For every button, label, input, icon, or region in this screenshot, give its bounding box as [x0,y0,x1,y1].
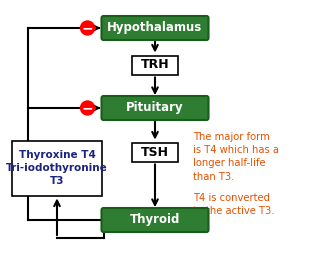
FancyBboxPatch shape [101,208,208,232]
Bar [132,55,178,75]
Text: Hypothalamus: Hypothalamus [107,21,202,35]
Text: Thyroxine T4: Thyroxine T4 [18,150,95,160]
Circle shape [80,101,95,115]
Text: Tri-iodothyronine: Tri-iodothyronine [6,163,108,173]
Text: TSH: TSH [141,146,169,158]
Text: Thyroid: Thyroid [130,214,180,227]
Text: T3: T3 [50,176,64,186]
Text: The major form
is T4 which has a
longer half-life
than T3.: The major form is T4 which has a longer … [193,132,279,182]
Text: TRH: TRH [141,59,169,71]
Text: Pituitary: Pituitary [126,101,184,115]
Circle shape [80,21,95,35]
Bar [132,142,178,162]
FancyBboxPatch shape [101,16,208,40]
Text: −: − [82,101,93,116]
Bar [12,141,102,196]
Text: T4 is converted
to the active T3.: T4 is converted to the active T3. [193,193,275,216]
FancyBboxPatch shape [101,96,208,120]
Text: −: − [82,21,93,36]
